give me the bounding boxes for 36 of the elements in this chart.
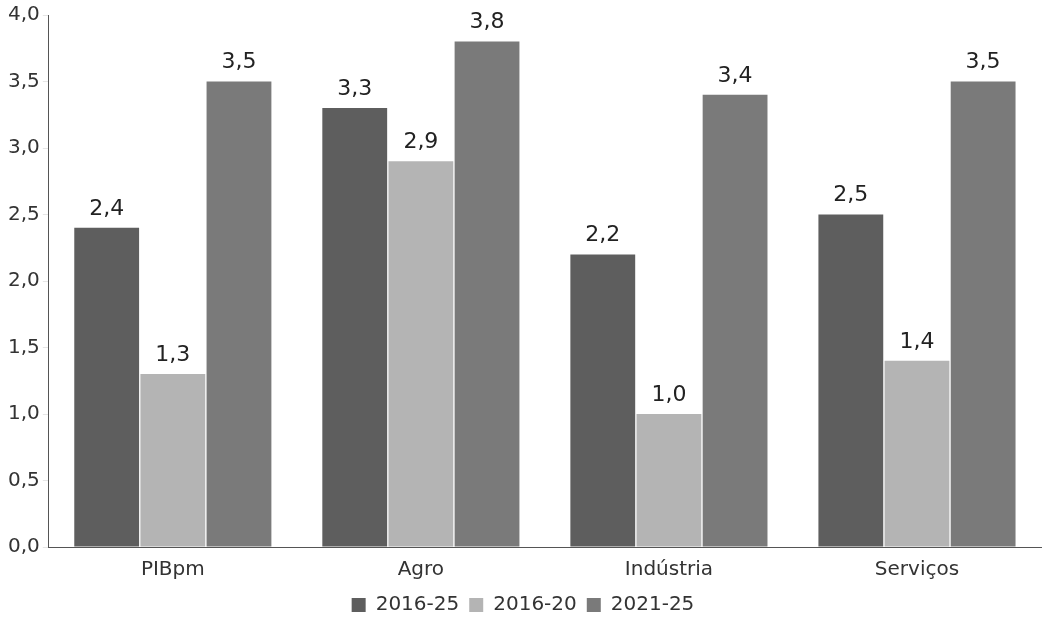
legend-label: 2021-25 (610, 591, 695, 616)
data-label: 3,4 (717, 61, 753, 87)
legend-label: 2016-25 (375, 591, 460, 616)
bar (884, 360, 950, 547)
data-label: 2,4 (89, 194, 125, 220)
legend-label: 2016-20 (493, 591, 577, 616)
y-tick-label: 1,0 (7, 400, 40, 425)
data-label: 1,3 (155, 340, 191, 366)
y-tick-label: 0,5 (7, 466, 40, 491)
bar (454, 41, 520, 547)
data-label: 3,5 (221, 48, 257, 74)
bar (950, 81, 1016, 547)
bar (702, 94, 768, 547)
bar (636, 414, 702, 547)
data-label: 2,2 (585, 221, 621, 247)
x-tick-label: Agro (397, 556, 445, 581)
bar (206, 81, 272, 547)
data-label: 3,5 (965, 48, 1001, 74)
x-tick-label: PIBpm (140, 556, 205, 581)
y-tick-label: 4,0 (7, 1, 40, 26)
y-tick-label: 3,5 (7, 67, 40, 92)
bar (388, 161, 454, 547)
y-tick-label: 1,5 (7, 333, 40, 358)
y-tick-label: 3,0 (7, 134, 40, 159)
data-label: 1,0 (651, 380, 687, 406)
x-tick-label: Serviços (874, 556, 960, 581)
data-label: 1,4 (899, 327, 935, 353)
x-tick-label: Indústria (624, 556, 714, 581)
bar (140, 374, 206, 547)
data-label: 3,8 (469, 8, 505, 34)
y-tick-label: 2,0 (7, 267, 40, 292)
data-label: 2,9 (403, 128, 439, 154)
y-tick-label: 0,0 (7, 533, 40, 558)
y-tick-label: 2,5 (7, 200, 40, 225)
data-label: 3,3 (337, 74, 373, 100)
data-label: 2,5 (833, 181, 869, 207)
